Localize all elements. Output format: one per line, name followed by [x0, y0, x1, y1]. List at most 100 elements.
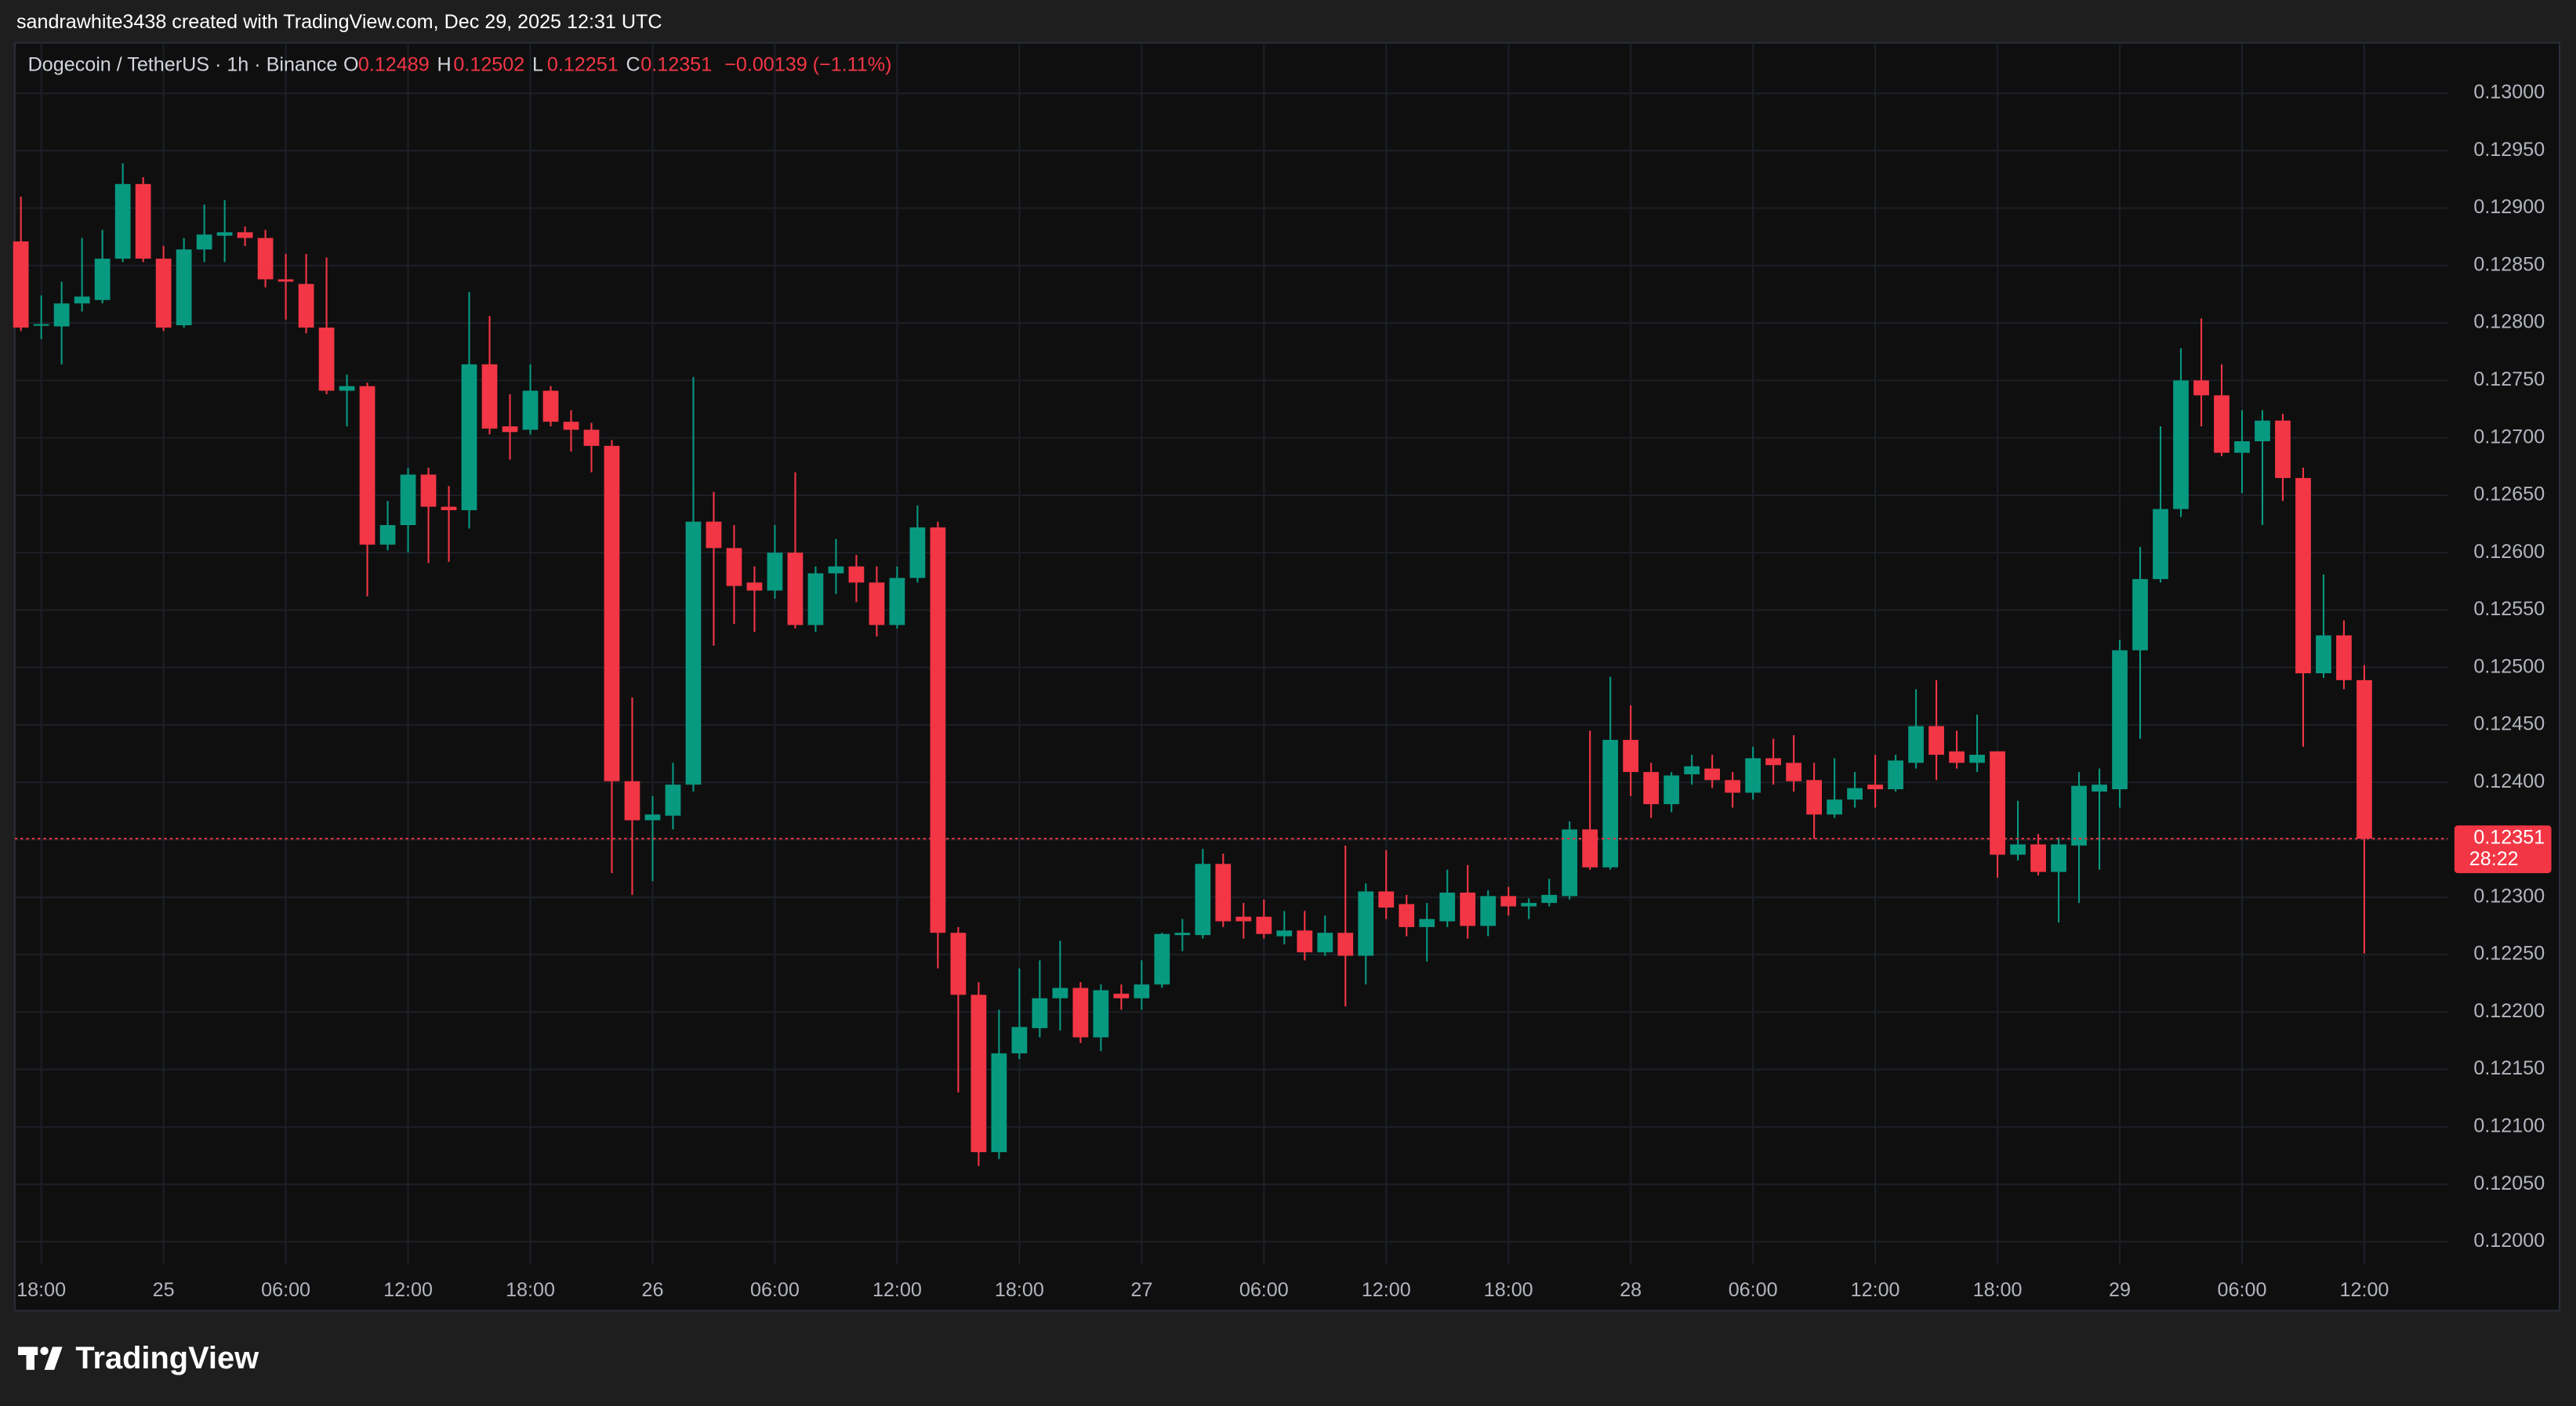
x-tick-label: 06:00 — [1239, 1279, 1289, 1301]
candle-body — [2153, 509, 2168, 579]
candle-body — [1337, 933, 1354, 956]
y-tick-label: 0.13000 — [2473, 82, 2545, 103]
y-tick-label: 0.12650 — [2473, 484, 2545, 506]
candle-body — [278, 279, 294, 282]
candle-body — [257, 237, 274, 280]
candle-body — [1011, 1027, 1028, 1054]
candle-body — [1684, 766, 1700, 774]
x-tick-label: 12:00 — [1362, 1279, 1411, 1301]
candle-body — [1399, 904, 1415, 927]
candle-body — [1460, 892, 1476, 926]
y-tick-label: 0.12000 — [2473, 1230, 2545, 1252]
candle-body — [1093, 990, 1109, 1038]
candle-body — [1541, 894, 1558, 904]
candle-body — [461, 364, 477, 510]
x-tick-label: 06:00 — [2218, 1279, 2267, 1301]
candle-body — [1072, 987, 1089, 1038]
legend-high: 0.12502 — [453, 54, 524, 76]
candle-body — [746, 582, 763, 591]
brand: TradingView — [75, 1341, 259, 1375]
candle-body — [1032, 998, 1048, 1028]
candles — [13, 163, 2448, 1166]
legend-low: 0.12251 — [547, 54, 619, 76]
candle-body — [807, 573, 824, 625]
candle-body — [2030, 844, 2046, 872]
y-tick-label: 0.12250 — [2473, 943, 2545, 965]
candle-body — [1562, 829, 1578, 897]
grid — [14, 42, 2448, 1265]
candle-body — [1195, 864, 1211, 936]
candle-body — [665, 785, 681, 816]
y-tick-label: 0.12300 — [2473, 885, 2545, 907]
candle-body — [400, 474, 416, 526]
candle-body — [2071, 785, 2087, 846]
candle-body — [1725, 780, 1741, 793]
candle-body — [1806, 780, 1823, 815]
x-tick-label: 06:00 — [1729, 1279, 1778, 1301]
x-tick-label: 27 — [1130, 1279, 1152, 1301]
candle-body — [1439, 892, 1456, 922]
y-tick-label: 0.12600 — [2473, 541, 2545, 563]
candle-body — [1664, 775, 1680, 805]
candle-body — [1643, 772, 1660, 805]
y-tick-label: 0.12450 — [2473, 713, 2545, 735]
y-tick-label: 0.12200 — [2473, 1000, 2545, 1022]
candle-body — [359, 386, 376, 545]
legend-label: C — [626, 54, 640, 76]
axes: 0.12000 0.12050 0.12100 0.12150 0.12200 0.122… — [16, 82, 2552, 1301]
candle-body — [542, 390, 559, 422]
candle-body — [1317, 933, 1333, 953]
candle-body — [1704, 768, 1721, 781]
candle-body — [1602, 740, 1619, 868]
y-tick-label: 0.12950 — [2473, 139, 2545, 161]
candle-body — [237, 232, 253, 238]
candle-body — [1052, 987, 1068, 998]
candle-body — [441, 506, 457, 510]
candle-body — [1500, 896, 1517, 907]
candle-body — [604, 445, 620, 781]
x-tick-label: 12:00 — [1851, 1279, 1900, 1301]
candle-body — [2051, 844, 2066, 872]
candle-body — [685, 521, 702, 785]
candle-body — [2092, 785, 2107, 792]
candle-body — [155, 259, 172, 328]
candle-body — [53, 303, 70, 327]
candle-body — [2336, 635, 2352, 680]
candle-body — [848, 566, 865, 583]
y-tick-label: 0.12150 — [2473, 1057, 2545, 1079]
x-tick-label: 18:00 — [1484, 1279, 1533, 1301]
last-price-label: 0.12351 — [2473, 827, 2545, 849]
candle-body — [1623, 740, 1639, 773]
candle-body — [1990, 751, 2005, 855]
candle-body — [94, 259, 111, 300]
candle-body — [950, 933, 967, 995]
candle-body — [2132, 578, 2148, 650]
candle-body — [1827, 799, 1842, 815]
y-tick-label: 0.12100 — [2473, 1115, 2545, 1137]
candle-body — [2234, 441, 2250, 453]
candle-body — [481, 364, 498, 429]
candle-body — [1969, 755, 1985, 763]
x-tick-label: 12:00 — [383, 1279, 433, 1301]
x-tick-label: 28 — [1620, 1279, 1642, 1301]
y-tick-label: 0.12400 — [2473, 770, 2545, 792]
x-tick-label: 12:00 — [2340, 1279, 2389, 1301]
candle-body — [135, 183, 151, 259]
candle-body — [2356, 679, 2372, 839]
logo — [18, 1346, 63, 1370]
candle-body — [2193, 380, 2209, 396]
candle-body — [114, 183, 131, 259]
y-tick-label: 0.12800 — [2473, 311, 2545, 333]
candle-body — [176, 249, 192, 326]
legend-change: −0.00139 (−1.11%) — [724, 54, 891, 76]
candle-body — [1765, 758, 1782, 766]
candle-body — [869, 582, 885, 625]
x-tick-label: 25 — [153, 1279, 175, 1301]
countdown: 28:22 — [2469, 848, 2519, 870]
candle-body — [2255, 420, 2270, 442]
candle-body — [1949, 751, 1965, 763]
candle-body — [216, 232, 233, 236]
y-tick-label: 0.12500 — [2473, 655, 2545, 677]
